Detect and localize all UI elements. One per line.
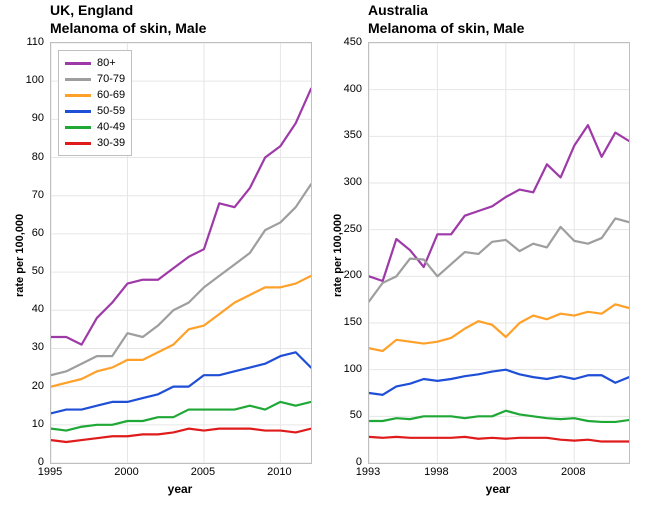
series-uk-70-79 <box>51 184 311 375</box>
legend-label: 60-69 <box>97 89 125 101</box>
panel-title-uk: UK, EnglandMelanoma of skin, Male <box>50 2 206 37</box>
figure: UK, EnglandMelanoma of skin, Male0102030… <box>0 0 646 508</box>
legend-swatch <box>65 110 91 113</box>
series-uk-30-39 <box>51 429 311 442</box>
xtick-label: 2005 <box>191 466 215 478</box>
series-aus-60-69 <box>369 304 629 351</box>
ytick-label: 20 <box>20 380 44 392</box>
xtick-label: 2010 <box>267 466 291 478</box>
legend-label: 80+ <box>97 57 116 69</box>
legend: 80+ 70-79 60-69 50-59 40-49 30-39 <box>58 50 132 156</box>
ylabel-uk: rate per 100,000 <box>14 214 26 297</box>
plot-area-aus <box>368 42 630 464</box>
legend-label: 30-39 <box>97 137 125 149</box>
legend-item: 60-69 <box>65 87 125 103</box>
ytick-label: 100 <box>338 363 362 375</box>
legend-label: 50-59 <box>97 105 125 117</box>
ytick-label: 50 <box>338 409 362 421</box>
legend-swatch <box>65 62 91 65</box>
xtick-label: 1993 <box>356 466 380 478</box>
xtick-label: 1998 <box>424 466 448 478</box>
ytick-label: 450 <box>338 36 362 48</box>
series-aus-80+ <box>369 125 629 281</box>
ytick-label: 90 <box>20 112 44 124</box>
legend-item: 50-59 <box>65 103 125 119</box>
series-aus-50-59 <box>369 370 629 395</box>
xtick-label: 1995 <box>38 466 62 478</box>
series-aus-30-39 <box>369 437 629 442</box>
ytick-label: 110 <box>20 36 44 48</box>
legend-label: 40-49 <box>97 121 125 133</box>
ytick-label: 10 <box>20 418 44 430</box>
ytick-label: 150 <box>338 316 362 328</box>
legend-item: 40-49 <box>65 119 125 135</box>
panel-title-aus: AustraliaMelanoma of skin, Male <box>368 2 524 37</box>
legend-swatch <box>65 94 91 97</box>
ytick-label: 70 <box>20 189 44 201</box>
legend-label: 70-79 <box>97 73 125 85</box>
legend-swatch <box>65 126 91 129</box>
xtick-label: 2008 <box>561 466 585 478</box>
ytick-label: 80 <box>20 151 44 163</box>
series-uk-40-49 <box>51 402 311 431</box>
ytick-label: 300 <box>338 176 362 188</box>
legend-swatch <box>65 78 91 81</box>
legend-item: 80+ <box>65 55 125 71</box>
legend-swatch <box>65 142 91 145</box>
ytick-label: 350 <box>338 129 362 141</box>
ytick-label: 30 <box>20 341 44 353</box>
legend-item: 30-39 <box>65 135 125 151</box>
ylabel-aus: rate per 100,000 <box>332 214 344 297</box>
xtick-label: 2003 <box>493 466 517 478</box>
ytick-label: 40 <box>20 303 44 315</box>
series-aus-70-79 <box>369 218 629 301</box>
legend-item: 70-79 <box>65 71 125 87</box>
series-uk-50-59 <box>51 352 311 413</box>
xtick-label: 2000 <box>114 466 138 478</box>
xlabel-aus: year <box>486 482 511 496</box>
ytick-label: 100 <box>20 74 44 86</box>
ytick-label: 400 <box>338 83 362 95</box>
xlabel-uk: year <box>168 482 193 496</box>
